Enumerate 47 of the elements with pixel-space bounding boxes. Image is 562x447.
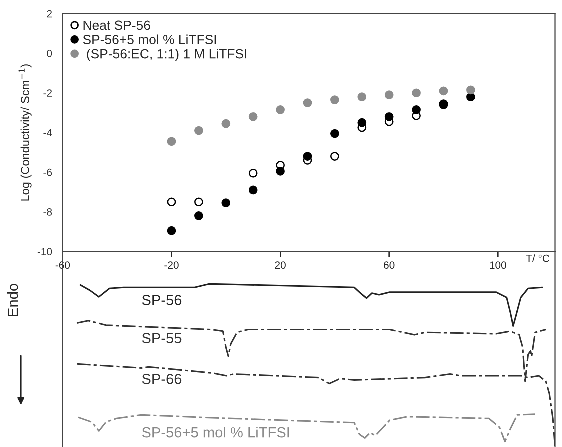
y-axis-title: Log (Conductivity/ Scm$^{−1}$) — [18, 64, 32, 201]
x-tick-label: -20 — [164, 262, 179, 270]
point — [466, 86, 476, 95]
point — [412, 106, 421, 114]
legend-label: (SP-56:EC, 1:1) 1 M LiTFSI — [87, 49, 246, 62]
x-axis-title: T/ °C — [526, 254, 550, 262]
point — [222, 119, 231, 128]
point — [276, 166, 285, 176]
x-tick-label: 60 — [384, 262, 395, 270]
y-tick-label: -8 — [44, 208, 52, 216]
point — [194, 198, 204, 207]
series-label: SP-55 — [142, 333, 182, 344]
point — [248, 186, 258, 195]
y-axis-title: Endo — [8, 284, 18, 316]
point — [248, 168, 258, 178]
series-label: SP-56+5 mol % LiTFSI — [142, 427, 290, 438]
point — [358, 92, 367, 102]
x-tick-label: 20 — [275, 262, 286, 270]
y-tick-label: -6 — [44, 168, 52, 176]
point — [222, 198, 231, 208]
point — [384, 90, 394, 100]
legend-label: SP-56+5 mol % LiTFSI — [83, 34, 216, 44]
point — [330, 129, 340, 138]
point — [248, 112, 258, 122]
point — [330, 96, 340, 104]
point — [194, 212, 204, 220]
series-label: SP-66 — [142, 374, 182, 384]
y-tick-label: -4 — [44, 129, 52, 137]
point — [412, 88, 421, 98]
y-tick-label: -10 — [38, 248, 52, 256]
point — [384, 112, 394, 122]
series-label: SP-56 — [142, 295, 182, 306]
point — [303, 152, 312, 161]
point — [439, 86, 448, 96]
point — [330, 152, 340, 161]
point — [167, 198, 176, 207]
y-tick-label: -2 — [44, 90, 52, 97]
point — [276, 106, 285, 114]
y-tick-label: 0 — [47, 50, 52, 58]
y-tick-label: 2 — [47, 10, 52, 18]
x-tick-label: 100 — [490, 262, 506, 270]
point — [303, 98, 312, 108]
point — [167, 137, 176, 146]
legend-label: Neat SP-56 — [84, 20, 150, 30]
point — [167, 226, 176, 236]
point — [358, 118, 367, 128]
point — [194, 126, 204, 136]
